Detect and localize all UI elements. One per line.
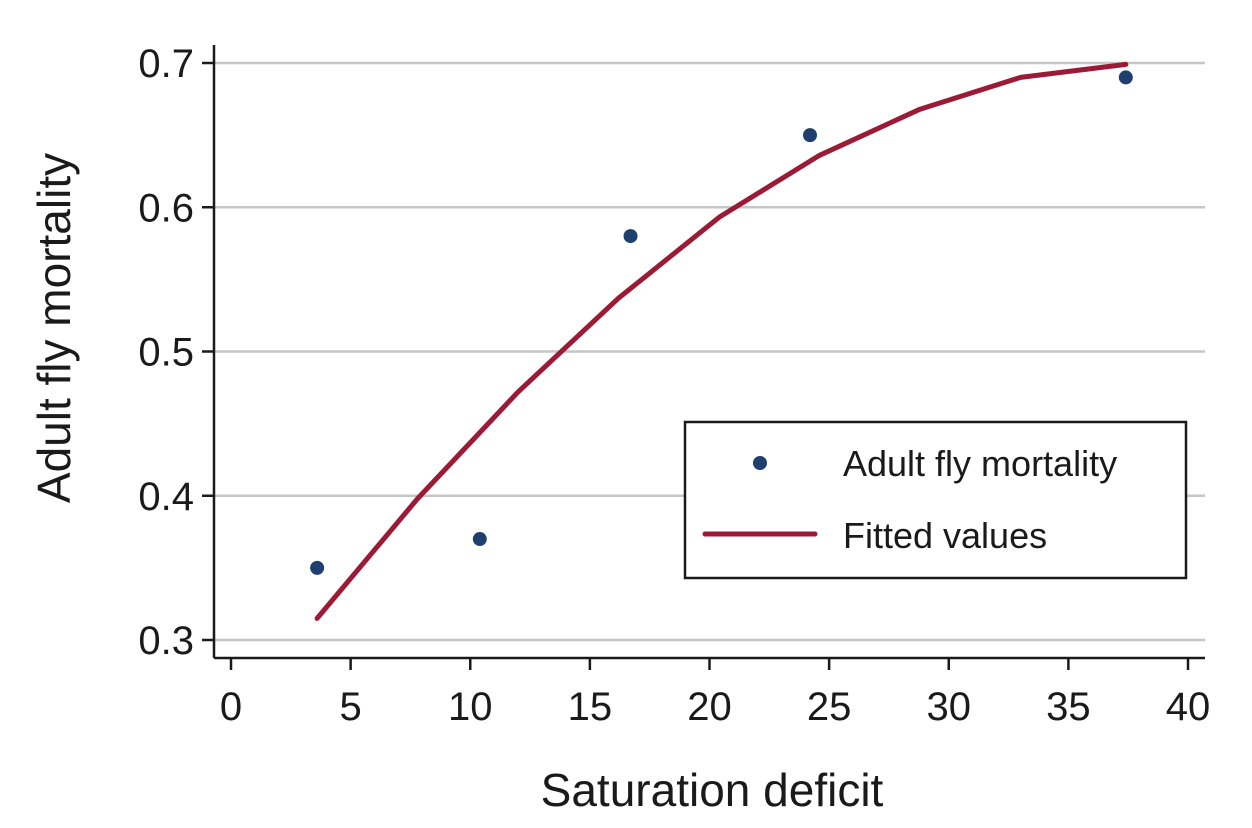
x-tick-label: 25: [807, 685, 852, 729]
x-tick-label: 30: [927, 685, 972, 729]
y-tick-label: 0.5: [138, 331, 194, 375]
data-point: [472, 532, 487, 547]
x-tick-label: 5: [340, 685, 362, 729]
fitted-values-line: [314, 61, 1129, 621]
x-tick-label: 40: [1166, 685, 1211, 729]
y-tick-label: 0.6: [138, 186, 194, 230]
legend-label-scatter: Adult fly mortality: [843, 443, 1117, 484]
x-tick-label: 20: [687, 685, 732, 729]
data-point: [623, 229, 638, 244]
x-tick-label: 0: [220, 685, 242, 729]
y-ticks: 0.3 0.4 0.5 0.6 0.7: [138, 42, 214, 663]
y-tick-label: 0.3: [138, 619, 194, 663]
x-tick-label: 15: [568, 685, 613, 729]
plot-area: [310, 61, 1133, 621]
y-tick-label: 0.7: [138, 42, 194, 86]
legend-box: [683, 420, 1188, 580]
data-point: [802, 128, 817, 143]
x-tick-label: 35: [1046, 685, 1091, 729]
x-ticks: 0 5 10 15 20 25 30 35 40: [220, 658, 1210, 729]
data-point: [1118, 70, 1133, 85]
y-axis-title: Adult fly mortality: [28, 153, 80, 503]
y-tick-label: 0.4: [138, 475, 194, 519]
legend-label-line: Fitted values: [843, 515, 1047, 556]
scatter-points: [310, 70, 1133, 575]
legend-marker-scatter: [753, 456, 767, 470]
x-tick-label: 10: [448, 685, 493, 729]
data-point: [310, 560, 325, 575]
x-axis-title: Saturation deficit: [541, 764, 884, 816]
legend: Adult fly mortality Fitted values: [683, 420, 1188, 580]
